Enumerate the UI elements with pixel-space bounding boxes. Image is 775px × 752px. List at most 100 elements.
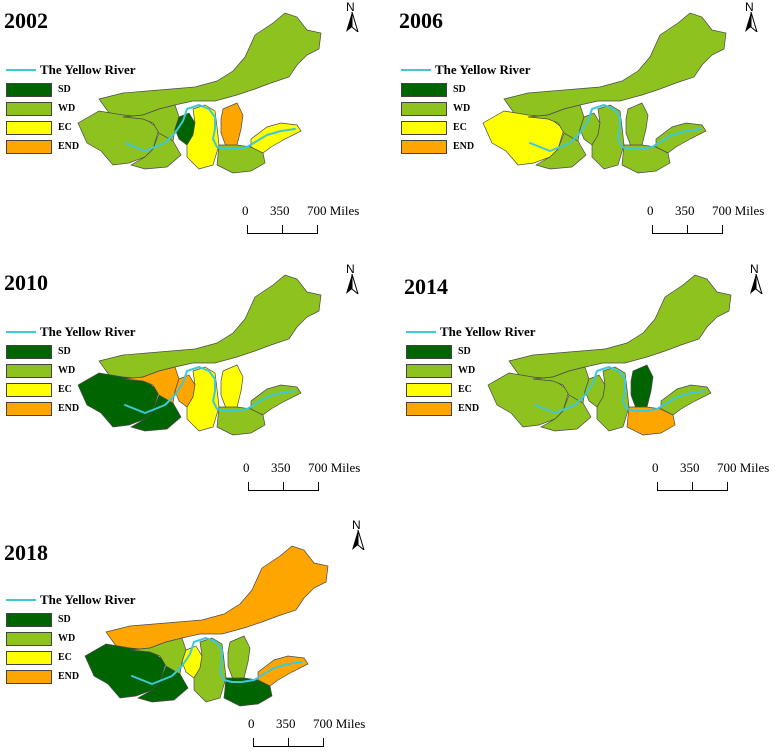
river-line-icon xyxy=(6,331,36,333)
legend-swatch-sd xyxy=(6,344,52,359)
legend-item-end: END xyxy=(401,139,531,154)
river-line-icon xyxy=(6,69,36,71)
north-arrow: N xyxy=(348,518,368,550)
legend-river-label: The Yellow River xyxy=(440,324,536,339)
legend-item-ec: EC xyxy=(6,382,136,397)
legend-label-sd: SD xyxy=(458,346,471,357)
scale-tick xyxy=(247,225,248,234)
region-shanxi xyxy=(220,364,244,412)
legend-swatch-wd xyxy=(6,101,52,116)
legend-label-sd: SD xyxy=(453,84,466,95)
legend-swatch-ec xyxy=(401,120,447,135)
legend-item-sd: SD xyxy=(6,82,136,97)
north-arrow-icon xyxy=(352,529,365,550)
scale-label-700: 700 Miles xyxy=(712,203,765,218)
legend-swatch-ec xyxy=(406,382,452,397)
legend-label-ec: EC xyxy=(58,384,72,395)
scale-tick xyxy=(657,482,658,491)
legend: The Yellow River SD WD EC END xyxy=(6,62,136,158)
year-title: 2018 xyxy=(4,540,48,565)
north-label: N xyxy=(750,262,759,276)
yellow-river xyxy=(124,366,296,414)
legend-swatch-ec xyxy=(6,650,52,665)
region-henan xyxy=(621,144,671,174)
north-arrow: N xyxy=(342,0,362,32)
scale-tick xyxy=(652,225,653,234)
legend-swatch-sd xyxy=(6,82,52,97)
river-line-icon xyxy=(401,69,431,71)
legend-swatch-ec xyxy=(6,382,52,397)
map-panel-2006: 2006 The Yellow River SD WD EC END N 0 3… xyxy=(395,0,775,245)
legend-label-sd: SD xyxy=(58,346,71,357)
region-henan xyxy=(216,406,266,436)
region-shandong xyxy=(655,122,707,154)
legend-label-wd: WD xyxy=(58,103,76,114)
region-map xyxy=(482,12,727,174)
scale-base xyxy=(247,233,317,234)
scale-tick xyxy=(318,482,319,491)
scale-tick xyxy=(727,482,728,491)
legend-river: The Yellow River xyxy=(6,324,136,340)
region-shanxi xyxy=(625,102,649,150)
legend-item-sd: SD xyxy=(406,344,536,359)
legend-item-wd: WD xyxy=(6,101,136,116)
legend-swatch-end xyxy=(406,401,452,416)
legend-label-sd: SD xyxy=(58,614,71,625)
north-label: N xyxy=(745,0,754,14)
scale-label-700: 700 Miles xyxy=(308,460,361,475)
region-innermongolia xyxy=(508,274,732,380)
legend-item-wd: WD xyxy=(6,631,136,646)
legend-swatch-wd xyxy=(406,363,452,378)
region-innermongolia xyxy=(98,12,322,118)
region-shandong xyxy=(250,122,302,154)
legend-item-wd: WD xyxy=(6,363,136,378)
region-shandong xyxy=(257,655,309,687)
scale-label-350: 350 xyxy=(276,716,296,731)
region-shanxi xyxy=(227,635,251,683)
region-sichuan xyxy=(130,132,182,170)
map-panel-2014: 2014 The Yellow River SD WD EC END N 0 3… xyxy=(400,262,775,507)
map-panel-2002: 2002 The Yellow River SD WD EC END N 0 3… xyxy=(0,0,380,245)
scale-bar: 0 350 700 Miles xyxy=(647,203,775,239)
legend-item-end: END xyxy=(6,401,136,416)
scale-tick xyxy=(317,225,318,234)
scale-label-0: 0 xyxy=(652,460,659,475)
legend-river: The Yellow River xyxy=(406,324,536,340)
legend-swatch-end xyxy=(6,669,52,684)
legend-river-label: The Yellow River xyxy=(40,62,136,77)
legend: The Yellow River SD WD EC END xyxy=(406,324,536,420)
region-innermongolia xyxy=(105,545,329,651)
region-shaanxi xyxy=(591,104,625,170)
scale-tick xyxy=(288,738,289,747)
scale-label-700: 700 Miles xyxy=(313,716,366,731)
region-shaanxi xyxy=(193,637,227,703)
legend-swatch-end xyxy=(6,139,52,154)
legend-label-end: END xyxy=(453,141,475,152)
scale-base xyxy=(657,490,727,491)
scale-tick xyxy=(253,738,254,747)
north-arrow: N xyxy=(741,0,761,32)
legend-river: The Yellow River xyxy=(6,592,136,608)
region-innermongolia xyxy=(98,274,322,380)
legend-swatch-wd xyxy=(6,631,52,646)
legend: The Yellow River SD WD EC END xyxy=(6,324,136,420)
region-shanxi xyxy=(220,102,244,150)
scale-label-350: 350 xyxy=(680,460,700,475)
map-panel-2018: 2018 The Yellow River SD WD EC END N 0 3… xyxy=(0,500,380,747)
legend-label-ec: EC xyxy=(458,384,472,395)
north-label: N xyxy=(346,0,355,14)
legend-swatch-sd xyxy=(401,82,447,97)
legend-item-wd: WD xyxy=(406,363,536,378)
legend-swatch-end xyxy=(6,401,52,416)
legend-item-ec: EC xyxy=(6,650,136,665)
scale-tick xyxy=(282,225,283,234)
region-map xyxy=(77,274,322,436)
river-line-icon xyxy=(406,331,436,333)
scale-label-0: 0 xyxy=(647,203,654,218)
north-arrow: N xyxy=(342,262,362,294)
legend-item-end: END xyxy=(6,669,136,684)
scale-label-0: 0 xyxy=(248,716,255,731)
map-panel-2010: 2010 The Yellow River SD WD EC END N 0 3… xyxy=(0,262,380,507)
yellow-river xyxy=(529,104,701,152)
scale-bar: 0 350 700 Miles xyxy=(652,460,775,496)
